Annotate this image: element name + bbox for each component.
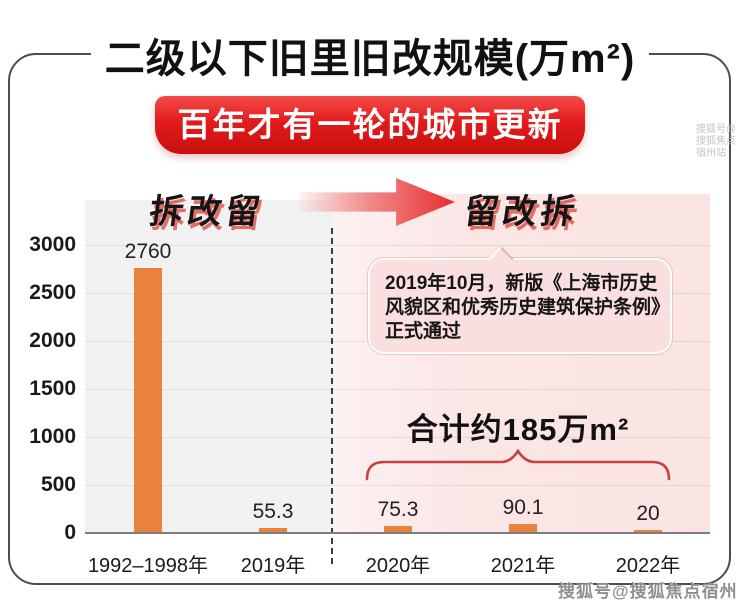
page-title-text: 二级以下旧里旧改规模(万m²) — [90, 26, 650, 84]
phase-label-right: 留改拆 — [461, 193, 582, 231]
gridline — [85, 485, 710, 486]
y-tick-label: 3000 — [29, 233, 76, 256]
x-tick-label: 2022年 — [615, 555, 681, 577]
annotation-line: 2019年10月，新版《上海市历史 — [385, 273, 658, 294]
y-tick-label: 1000 — [29, 425, 76, 448]
x-tick-label: 2021年 — [490, 555, 556, 577]
annotation-line: 正式通过 — [385, 321, 462, 342]
total-label: 合计约185万m² — [406, 412, 630, 447]
y-tick-label: 1500 — [29, 377, 76, 400]
bar-value-label: 20 — [636, 502, 660, 525]
gridline — [85, 389, 710, 390]
bar — [634, 530, 662, 533]
plot-background-pink — [333, 194, 710, 533]
subtitle-banner-text: 百年才有一轮的城市更新 — [177, 106, 563, 143]
phase-divider-dashed-line — [331, 228, 333, 564]
y-tick-label: 0 — [64, 521, 76, 544]
gridline — [85, 437, 710, 438]
y-tick-label: 500 — [40, 473, 76, 496]
y-tick-label: 2000 — [29, 329, 76, 352]
gridline — [85, 245, 710, 246]
curly-brace-icon — [365, 448, 671, 481]
annotation-line: 风貌区和优秀历史建筑保护条例》 — [385, 297, 671, 318]
x-tick-label: 2019年 — [240, 555, 306, 577]
watermark-bottom-right: 搜狐号@搜狐焦点宿州站 — [558, 582, 738, 601]
x-axis-line — [85, 532, 710, 534]
bar — [509, 524, 537, 533]
bar-value-label: 55.3 — [252, 500, 294, 523]
bar-value-label: 2760 — [124, 240, 172, 263]
annotation-callout: 2019年10月，新版《上海市历史 风貌区和优秀历史建筑保护条例》 正式通过 — [368, 246, 672, 354]
bar — [259, 528, 287, 533]
x-tick-label: 1992–1998年 — [87, 555, 209, 577]
bar-value-label: 75.3 — [377, 498, 419, 521]
phase-label-left: 拆改留 — [146, 193, 267, 231]
subtitle-banner: 百年才有一轮的城市更新 — [155, 96, 585, 154]
plot-background-gray — [85, 200, 333, 533]
page-title: 二级以下旧里旧改规模(万m²) — [0, 26, 740, 84]
x-tick-label: 2020年 — [365, 555, 431, 577]
watermark-top-right: 搜狐号@搜狐焦点宿州站 — [696, 124, 737, 159]
bar — [134, 268, 162, 533]
bar-value-label: 90.1 — [502, 496, 544, 519]
bar — [384, 526, 412, 533]
y-tick-label: 2500 — [29, 281, 76, 304]
